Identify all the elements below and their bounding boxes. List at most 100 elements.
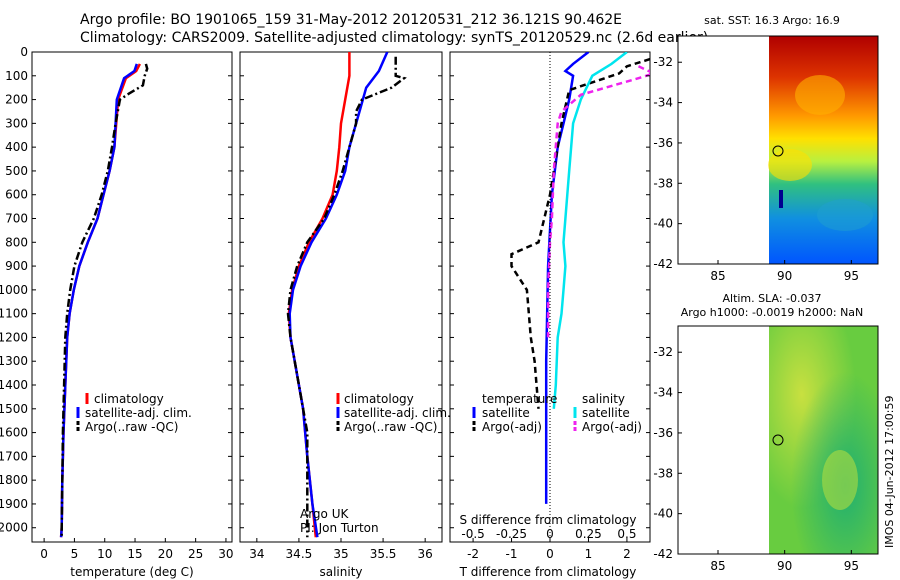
sst-warm-patch: [795, 75, 845, 115]
x-tick-label: 10: [97, 547, 112, 561]
map-x-tick-label: 95: [844, 559, 859, 573]
series-line: [546, 65, 650, 338]
y-tick-label: 1300: [0, 354, 28, 368]
sst-map-ticks: 85 90 95 -32 -34 -36 -38 -40 -42: [653, 55, 859, 283]
x-tick-label: 0: [40, 547, 48, 561]
y-tick-label: 200: [5, 93, 28, 107]
argo-owner-annotation: Argo UK: [300, 507, 349, 521]
top-x-tick-label: -0.5: [461, 527, 484, 541]
map-x-tick-label: 90: [777, 559, 792, 573]
y-tick-label: 1000: [0, 283, 28, 297]
legend-salinity-satellite: satellite: [582, 406, 630, 420]
y-tick-label: 1800: [0, 473, 28, 487]
map-y-tick-label: -32: [653, 55, 673, 69]
map-y-tick-label: -36: [653, 136, 673, 150]
legend-temperature-argo: Argo(-adj): [482, 420, 542, 434]
map-x-tick-label: 90: [777, 269, 792, 283]
x-tick-label: 35: [333, 547, 348, 561]
legend-title-salinity: salinity: [582, 392, 625, 406]
map-x-tick-label: 85: [710, 269, 725, 283]
y-tick-label: 400: [5, 140, 28, 154]
difference-axes: [449, 51, 651, 543]
y-tick-label: 1600: [0, 426, 28, 440]
top-x-tick-label: -0.25: [496, 527, 527, 541]
salinity-xlabel: salinity: [319, 565, 362, 579]
y-tick-label: 100: [5, 69, 28, 83]
difference-plot: -2 -1 0 1 2 -0.5 -0.25 0 0.25 0.5: [450, 51, 650, 561]
map-y-tick-label: -38: [653, 466, 673, 480]
sla-map-frame: [677, 325, 879, 555]
series-line: [59, 63, 138, 538]
x-tick-label: 36: [418, 547, 433, 561]
x-tick-label: 2: [623, 547, 631, 561]
x-tick-label: 5: [71, 547, 79, 561]
series-line: [510, 57, 650, 409]
imos-timestamp-label: IMOS 04-Jun-2012 17:00:59: [883, 395, 896, 548]
series-line: [60, 63, 149, 538]
y-tick-label: 600: [5, 188, 28, 202]
series-line: [287, 52, 351, 538]
series-line: [286, 56, 407, 538]
sla-low-patch: [769, 326, 878, 554]
y-tick-label: 2000: [0, 521, 28, 535]
x-tick-label: 15: [127, 547, 142, 561]
legend-climatology: climatology: [344, 392, 414, 406]
y-tick-label: 300: [5, 116, 28, 130]
x-tick-label: 20: [158, 547, 173, 561]
x-tick-label: -2: [467, 547, 479, 561]
x-tick-label: 34.5: [286, 547, 313, 561]
top-x-tick-label: 0.5: [617, 527, 636, 541]
sst-mid-patch: [768, 149, 812, 181]
difference-xlabel: T difference from climatology: [459, 565, 637, 579]
sst-map-frame: [677, 35, 879, 265]
sla-map-title-1: Altim. SLA: -0.037: [722, 292, 821, 305]
difference-top-xlabel: S difference from climatology: [460, 513, 637, 527]
temperature-xlabel: temperature (deg C): [70, 565, 193, 579]
x-tick-label: 25: [188, 547, 203, 561]
temperature-legend: climatology satellite-adj. clim. Argo(..…: [76, 392, 192, 434]
map-y-tick-label: -42: [653, 547, 673, 561]
y-tick-label: 1400: [0, 378, 28, 392]
map-y-tick-label: -34: [653, 386, 673, 400]
temperature-plot: 0100200300400500600700800900100011001200…: [0, 45, 234, 561]
salinity-legend: climatology satellite-adj. clim. Argo(..…: [336, 392, 451, 434]
x-tick-label: -1: [506, 547, 518, 561]
sst-cool-patch: [817, 199, 873, 231]
y-tick-label: 1700: [0, 449, 28, 463]
difference-legend: temperature salinity satellite Argo(-adj…: [472, 392, 642, 434]
sla-map-ticks: 85 90 95 -32 -34 -36 -38 -40 -42: [653, 345, 859, 573]
series-line: [552, 52, 628, 409]
map-y-tick-label: -40: [653, 507, 673, 521]
sst-argo-location-marker: [772, 145, 784, 157]
map-y-tick-label: -32: [653, 345, 673, 359]
y-tick-label: 900: [5, 259, 28, 273]
header-line1: Argo profile: BO 1901065_159 31-May-2012…: [80, 12, 622, 28]
top-x-tick-label: 0.25: [575, 527, 602, 541]
y-tick-label: 800: [5, 235, 28, 249]
y-tick-label: 1500: [0, 402, 28, 416]
map-y-tick-label: -40: [653, 217, 673, 231]
top-x-tick-label: 0: [546, 527, 554, 541]
header-line2: Climatology: CARS2009. Satellite-adjuste…: [80, 30, 708, 46]
legend-salinity-argo: Argo(-adj): [582, 420, 642, 434]
pi-annotation: PI: Jon Turton: [300, 521, 379, 535]
legend-title-temperature: temperature: [482, 392, 557, 406]
map-x-tick-label: 85: [710, 559, 725, 573]
sst-map-title: sat. SST: 16.3 Argo: 16.9: [704, 14, 840, 27]
legend-argo: Argo(..raw -QC): [85, 420, 178, 434]
map-y-tick-label: -38: [653, 176, 673, 190]
series-group: [510, 52, 650, 504]
series-group: [59, 63, 149, 538]
series-line: [288, 52, 389, 538]
series-group: [286, 52, 407, 538]
y-tick-label: 0: [20, 45, 28, 59]
legend-climatology: climatology: [94, 392, 164, 406]
x-tick-label: 30: [218, 547, 233, 561]
y-tick-label: 1100: [0, 307, 28, 321]
x-tick-label: 1: [585, 547, 593, 561]
temperature-axes: [31, 51, 233, 543]
x-tick-label: 34: [249, 547, 264, 561]
legend-satellite: satellite-adj. clim.: [344, 406, 451, 420]
map-x-tick-label: 95: [844, 269, 859, 283]
